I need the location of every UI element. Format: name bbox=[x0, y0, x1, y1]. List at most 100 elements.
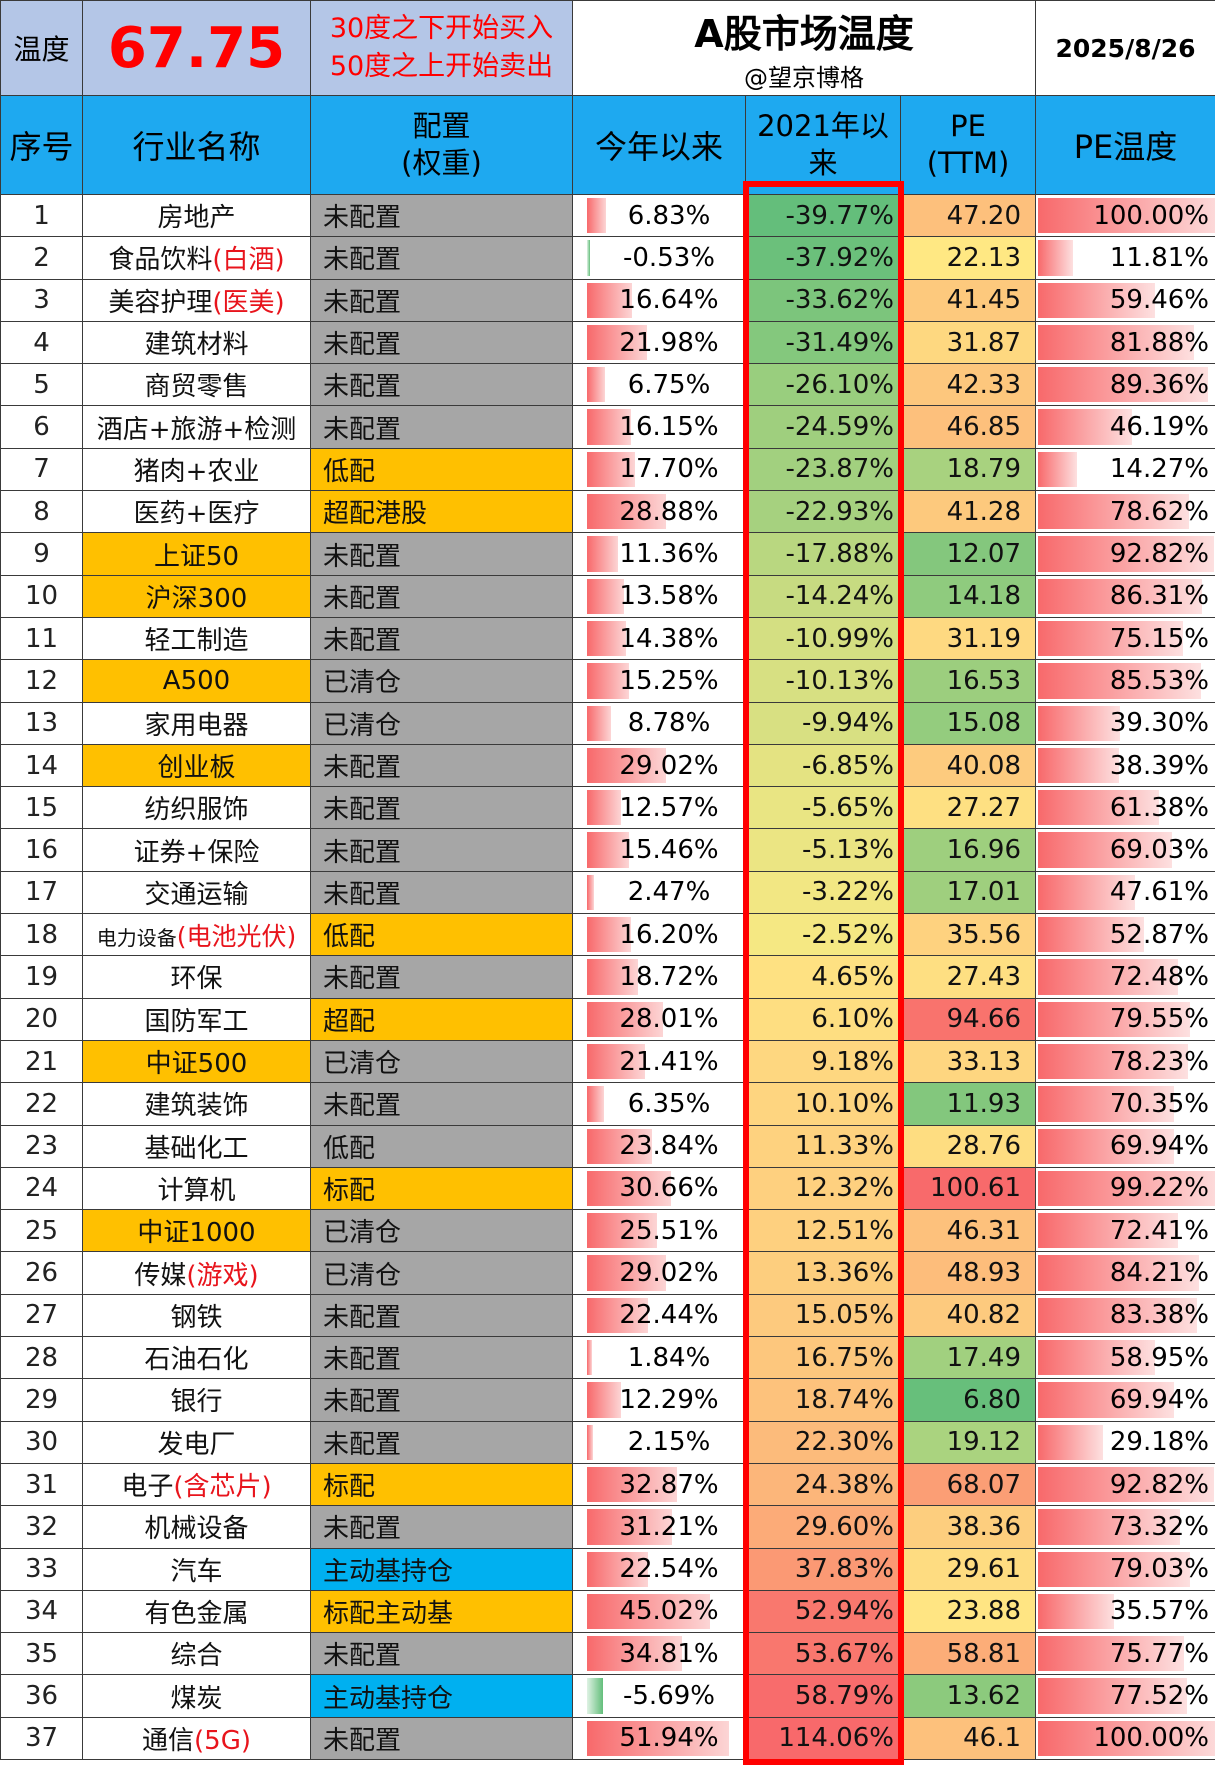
industry-name-main: 通信 bbox=[142, 1725, 195, 1756]
ytd-return-bar bbox=[587, 1509, 673, 1545]
allocation-status: 未配置 bbox=[310, 1716, 573, 1760]
ytd-return-value: 32.87% bbox=[619, 1469, 719, 1500]
industry-name: 创业板 bbox=[82, 743, 311, 788]
ytd-return-value: -0.53% bbox=[623, 242, 715, 273]
ytd-return-value: 21.41% bbox=[619, 1046, 719, 1077]
table-row: 19 环保 未配置 18.72% 4.65% 27.43 72.48% bbox=[0, 955, 1215, 999]
table-row: 37 通信(5G) 未配置 51.94% 114.06% 46.1 100.00% bbox=[0, 1716, 1215, 1760]
industry-name-main: 证券+保险 bbox=[133, 837, 260, 868]
ytd-return-bar bbox=[587, 1678, 603, 1714]
row-index: 9 bbox=[0, 532, 83, 576]
pe-ttm: 6.80 bbox=[899, 1378, 1037, 1422]
ytd-return-bar bbox=[587, 1001, 664, 1037]
ytd-return-value: 13.58% bbox=[619, 581, 719, 612]
ytd-return-cell: 32.87% bbox=[572, 1462, 746, 1507]
row-index: 16 bbox=[0, 828, 83, 872]
ytd-return-value: 16.64% bbox=[619, 285, 719, 316]
pe-ttm: 28.76 bbox=[899, 1124, 1037, 1168]
table-row: 28 石油石化 未配置 1.84% 16.75% 17.49 58.95% bbox=[0, 1336, 1215, 1380]
table-row: 2 食品饮料(白酒) 未配置 -0.53% -37.92% 22.13 11.81% bbox=[0, 236, 1215, 280]
pe-temperature-bar bbox=[1038, 409, 1133, 445]
industry-name-main: 商贸零售 bbox=[144, 372, 249, 403]
pe-temperature-bar bbox=[1038, 1593, 1114, 1630]
since-2021-return: 4.65% bbox=[745, 955, 901, 999]
industry-name: 轻工制造 bbox=[82, 616, 311, 661]
ytd-return-cell: 21.98% bbox=[572, 320, 746, 365]
pe-temperature-cell: 70.35% bbox=[1035, 1082, 1215, 1126]
industry-name-main: 美容护理 bbox=[108, 287, 213, 318]
pe-temperature-cell: 69.94% bbox=[1035, 1378, 1215, 1422]
industry-name-note: (游戏) bbox=[186, 1260, 259, 1291]
row-index: 37 bbox=[0, 1716, 83, 1760]
table-row: 36 煤炭 主动基持仓 -5.69% 58.79% 13.62 77.52% bbox=[0, 1674, 1215, 1718]
since-2021-return: 13.36% bbox=[745, 1251, 901, 1295]
pe-temperature-bar bbox=[1038, 1466, 1214, 1503]
pe-temperature-value: 75.15% bbox=[1109, 623, 1210, 654]
pe-ttm: 40.82 bbox=[899, 1293, 1037, 1338]
header-since-2021-line2: 来 bbox=[808, 146, 838, 180]
allocation-status: 已清仓 bbox=[310, 1209, 573, 1253]
pe-temperature-cell: 69.03% bbox=[1035, 828, 1215, 872]
ytd-return-bar bbox=[587, 832, 630, 868]
industry-name-note: (电池光伏) bbox=[176, 921, 297, 951]
allocation-status: 未配置 bbox=[310, 616, 573, 661]
pe-temperature-bar bbox=[1038, 1086, 1175, 1122]
industry-name: 电力设备(电池光伏) bbox=[82, 913, 311, 957]
pe-temperature-value: 100.00% bbox=[1093, 1723, 1210, 1754]
pe-temperature-cell: 73.32% bbox=[1035, 1505, 1215, 1549]
since-2021-return: -6.85% bbox=[745, 743, 901, 788]
row-index: 6 bbox=[0, 405, 83, 449]
allocation-status: 未配置 bbox=[310, 828, 573, 872]
row-index: 20 bbox=[0, 997, 83, 1041]
pe-ttm: 31.19 bbox=[899, 616, 1037, 661]
table-row: 34 有色金属 标配主动基 45.02% 52.94% 23.88 35.57% bbox=[0, 1589, 1215, 1634]
pe-temperature-value: 59.46% bbox=[1109, 285, 1210, 316]
pe-temperature-value: 73.32% bbox=[1109, 1511, 1210, 1542]
industry-name-main: 纺织服饰 bbox=[144, 795, 249, 826]
pe-temperature-cell: 92.82% bbox=[1035, 1462, 1215, 1507]
allocation-status: 未配置 bbox=[310, 236, 573, 280]
industry-name-main: 石油石化 bbox=[144, 1345, 249, 1376]
since-2021-return: 52.94% bbox=[745, 1589, 901, 1634]
pe-temperature-bar bbox=[1038, 536, 1214, 572]
pe-temperature-bar bbox=[1038, 367, 1208, 403]
header-since-2021: 2021年以 来 bbox=[745, 95, 901, 195]
pe-temperature-cell: 77.52% bbox=[1035, 1674, 1215, 1718]
industry-name: 家用电器 bbox=[82, 701, 311, 745]
industry-name-note: (5G) bbox=[194, 1725, 251, 1756]
allocation-status: 未配置 bbox=[310, 320, 573, 365]
row-index: 2 bbox=[0, 236, 83, 280]
ytd-return-cell: 22.54% bbox=[572, 1547, 746, 1591]
ytd-return-bar bbox=[587, 1297, 649, 1334]
allocation-status: 未配置 bbox=[310, 1293, 573, 1338]
author-handle: @望京博格 bbox=[744, 64, 864, 92]
pe-temperature-bar bbox=[1038, 1128, 1174, 1164]
pe-temperature-value: 69.03% bbox=[1109, 835, 1210, 866]
table-row: 16 证券+保险 未配置 15.46% -5.13% 16.96 69.03% bbox=[0, 828, 1215, 872]
industry-name: 建筑材料 bbox=[82, 320, 311, 365]
row-index: 17 bbox=[0, 870, 83, 915]
industry-name: 房地产 bbox=[82, 193, 311, 238]
row-index: 35 bbox=[0, 1632, 83, 1676]
since-2021-return: -31.49% bbox=[745, 320, 901, 365]
pe-temperature-value: 70.35% bbox=[1109, 1088, 1210, 1119]
pe-temperature-value: 81.88% bbox=[1109, 327, 1210, 358]
pe-ttm: 94.66 bbox=[899, 997, 1037, 1041]
industry-name-main: 钢铁 bbox=[170, 1302, 223, 1333]
row-index: 36 bbox=[0, 1674, 83, 1718]
allocation-status: 未配置 bbox=[310, 574, 573, 618]
pe-temperature-cell: 75.77% bbox=[1035, 1632, 1215, 1676]
table-row: 22 建筑装饰 未配置 6.35% 10.10% 11.93 70.35% bbox=[0, 1082, 1215, 1126]
row-index: 13 bbox=[0, 701, 83, 745]
since-2021-return: -2.52% bbox=[745, 913, 901, 957]
industry-name: 银行 bbox=[82, 1378, 311, 1422]
allocation-status: 已清仓 bbox=[310, 1039, 573, 1084]
industry-name: 石油石化 bbox=[82, 1336, 311, 1380]
table-row: 1 房地产 未配置 6.83% -39.77% 47.20 100.00% bbox=[0, 193, 1215, 238]
pe-temperature-cell: 47.61% bbox=[1035, 870, 1215, 915]
pe-temperature-cell: 79.03% bbox=[1035, 1547, 1215, 1591]
header-index: 序号 bbox=[0, 95, 83, 195]
row-index: 26 bbox=[0, 1251, 83, 1295]
industry-name-main: 猪肉+农业 bbox=[133, 456, 260, 487]
ytd-return-cell: 29.02% bbox=[572, 743, 746, 788]
